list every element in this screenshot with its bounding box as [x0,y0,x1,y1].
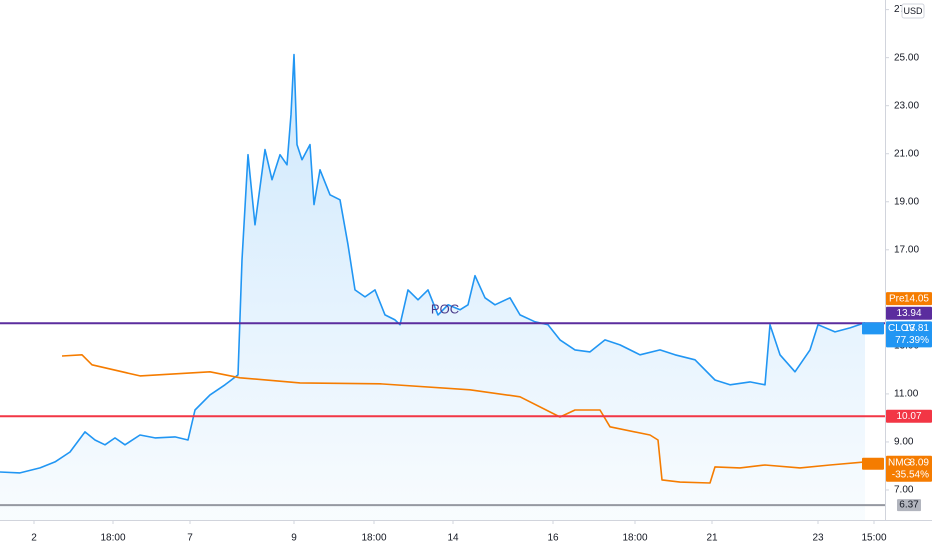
x-tick-label: 16 [547,533,559,544]
y-tick-label: 19.00 [894,196,919,207]
nmg-box [886,455,932,482]
y-tick-label: 7.00 [894,485,914,496]
pre-text: 14.05 [904,293,929,304]
x-tick-label: 15:00 [861,533,886,544]
clov-box [886,321,932,348]
nmg-text: 8.09 [910,457,930,468]
pre-text: Pre [889,293,905,304]
clov-text: CLOV [888,323,916,334]
x-tick-label: 14 [447,533,459,544]
clov-text: 77.39% [895,335,929,346]
pre-box [886,292,932,306]
x-tick-label: 21 [706,533,718,544]
x-tick-label: 9 [291,533,297,544]
plot-area: POC [0,53,885,520]
x-tick-label: 18:00 [100,533,125,544]
y-tick-label: 17.00 [894,244,919,255]
y-tick-label: 11.00 [894,389,919,400]
level-0-text: 13.94 [896,308,921,319]
series-tag [862,457,884,470]
level-2-text: 6.37 [899,500,919,511]
y-tick-label: 25.00 [894,52,919,63]
nmg-text: NMG [888,457,912,468]
level-1-text: 10.07 [896,411,921,422]
series-line [61,354,866,484]
currency-box [901,3,925,19]
series-tag [862,322,884,335]
nmg-text: -35.54% [892,469,929,480]
level-0-box [886,306,932,320]
y-tick-label: 9.00 [894,437,914,448]
y-tick-label: 23.00 [894,100,919,111]
annotation: POC [431,302,459,317]
level-2-box [897,499,921,512]
x-tick-label: 18:00 [361,533,386,544]
area [0,54,865,520]
y-tick-label: 21.00 [894,148,919,159]
level-1-box [886,409,932,423]
x-tick-label: 23 [812,533,824,544]
x-tick-label: 18:00 [622,533,647,544]
series-line [0,53,866,474]
currency: USD [903,6,923,16]
x-tick-label: 7 [187,533,193,544]
x-tick-label: 2 [31,533,37,544]
clov-text: 13.81 [904,323,929,334]
